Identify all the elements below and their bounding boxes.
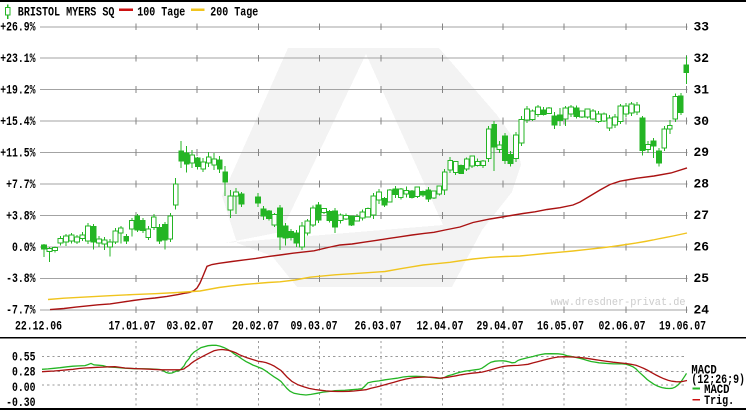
svg-text:0.28: 0.28 xyxy=(12,365,36,379)
svg-text:Trig.: Trig. xyxy=(704,394,734,408)
svg-text:+26.9%: +26.9% xyxy=(0,21,36,35)
svg-text:100 Tage: 100 Tage xyxy=(137,6,185,20)
svg-text:+23.1%: +23.1% xyxy=(0,52,36,66)
svg-text:BRISTOL MYERS SQ: BRISTOL MYERS SQ xyxy=(18,6,115,20)
svg-text:MACD: MACD xyxy=(691,364,717,378)
svg-text:17.01.07: 17.01.07 xyxy=(109,320,156,334)
svg-text:MACD: MACD xyxy=(704,383,730,397)
svg-text:+11.5%: +11.5% xyxy=(0,147,36,161)
svg-text:0.00: 0.00 xyxy=(12,381,36,395)
svg-text:26.03.07: 26.03.07 xyxy=(355,320,402,334)
svg-text:(12;26;9): (12;26;9) xyxy=(691,373,745,387)
svg-text:-7.7%: -7.7% xyxy=(6,304,36,318)
svg-text:200 Tage: 200 Tage xyxy=(210,6,258,20)
svg-text:32: 32 xyxy=(694,52,710,66)
svg-text:30: 30 xyxy=(694,115,710,129)
svg-text:33: 33 xyxy=(694,20,710,34)
svg-text:29.04.07: 29.04.07 xyxy=(477,320,524,334)
svg-text:22.12.06: 22.12.06 xyxy=(15,320,62,334)
svg-text:www.dresdner-privat.de: www.dresdner-privat.de xyxy=(551,297,686,309)
svg-text:+7.7%: +7.7% xyxy=(6,178,36,192)
svg-text:24: 24 xyxy=(694,304,710,318)
svg-text:28: 28 xyxy=(694,178,710,192)
svg-text:12.04.07: 12.04.07 xyxy=(417,320,464,334)
svg-text:0.55: 0.55 xyxy=(12,351,36,365)
svg-text:27: 27 xyxy=(694,209,710,223)
svg-text:-0.30: -0.30 xyxy=(6,396,35,410)
svg-text:02.06.07: 02.06.07 xyxy=(599,320,646,334)
svg-text:+19.2%: +19.2% xyxy=(0,84,36,98)
svg-text:25: 25 xyxy=(694,272,710,286)
svg-text:-3.8%: -3.8% xyxy=(6,272,36,286)
svg-text:+15.4%: +15.4% xyxy=(0,115,36,129)
svg-text:29: 29 xyxy=(694,146,710,160)
svg-text:26: 26 xyxy=(694,241,710,255)
svg-text:0.0%: 0.0% xyxy=(12,241,36,255)
svg-text:16.05.07: 16.05.07 xyxy=(537,320,584,334)
svg-text:19.06.07: 19.06.07 xyxy=(659,320,706,334)
svg-text:+3.8%: +3.8% xyxy=(6,209,36,223)
svg-text:20.02.07: 20.02.07 xyxy=(232,320,279,334)
svg-text:03.02.07: 03.02.07 xyxy=(167,320,214,334)
svg-text:31: 31 xyxy=(694,83,710,97)
svg-text:09.03.07: 09.03.07 xyxy=(291,320,338,334)
